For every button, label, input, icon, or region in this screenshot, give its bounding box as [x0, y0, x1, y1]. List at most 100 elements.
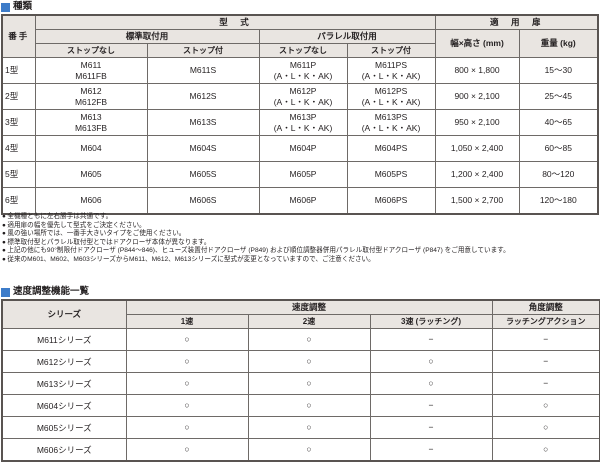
kind-cell-door-size: 1,500 × 2,700	[434, 187, 520, 215]
note-text: 標準取付型とパラレル取付型とではドアクローザ本体が異なります。	[7, 238, 211, 246]
model-code: M605P	[289, 169, 317, 180]
note-text: 風の強い場所では、一番手大きいタイプをご使用ください。	[7, 230, 186, 238]
model-code: M605PS	[374, 169, 408, 180]
kind-cell-door-weight: 60～85	[518, 135, 600, 162]
speed-cell-1: ○	[125, 372, 249, 395]
note-text: 従来のM601、M602、M603シリーズからM611、M612、M613シリー…	[7, 255, 375, 263]
kind-cell-standard-stop: M605S	[146, 161, 260, 188]
note-item: ● 適用扉の幅を優先して型式をご決定ください。	[2, 222, 598, 231]
kind-cell-standard-stop: M611S	[146, 57, 260, 84]
model-code-variant: M613FB	[74, 122, 108, 133]
table-row: 3型 M613 M613FB M613S M613P (A・L・K・AK) M613PS (A…	[1, 109, 600, 136]
kind-cell-standard-no-stop: M604	[34, 135, 148, 162]
model-code: M613PS	[374, 112, 408, 122]
note-item: ● 全機種ともに左右勝手は共通です。	[2, 213, 598, 222]
model-code: M612P	[289, 86, 317, 96]
kind-cell-no: 4型	[1, 135, 36, 162]
kind-cell-parallel-no-stop: M611P (A・L・K・AK)	[258, 57, 348, 84]
table-row: M605シリーズ ○ ○ − ○	[1, 416, 600, 439]
model-code-variant: (A・L・K・AK)	[273, 122, 333, 133]
bullet-icon: ●	[2, 255, 6, 263]
note-item: ● 従来のM601、M602、M603シリーズからM611、M612、M613シリ…	[2, 256, 598, 265]
kind-cell-standard-no-stop: M605	[34, 161, 148, 188]
kind-cell-parallel-no-stop: M613P (A・L・K・AK)	[258, 109, 348, 136]
kind-cell-door-weight: 15～30	[518, 57, 600, 84]
speed-cell-2: ○	[247, 416, 371, 439]
table-row: M604シリーズ ○ ○ − ○	[1, 394, 600, 417]
kind-cell-parallel-no-stop: M605P	[258, 161, 348, 188]
model-code: M611	[80, 60, 102, 70]
model-code: M611P	[289, 60, 317, 70]
speed-col-header-1: 1速	[125, 314, 249, 329]
speed-col-header-latching-action: ラッチングアクション	[491, 314, 600, 329]
kind-cell-parallel-stop: M604PS	[346, 135, 436, 162]
speed-cell-latching-action: ○	[491, 394, 600, 417]
model-code: M613P	[289, 112, 317, 122]
kind-cell-standard-stop: M606S	[146, 187, 260, 215]
kind-cell-door-weight: 40～65	[518, 109, 600, 136]
kind-col-header-standard: 標準取付用	[34, 29, 260, 44]
speed-cell-series: M612シリーズ	[1, 350, 127, 373]
kind-col-header-std-stop-none: ストップなし	[34, 43, 148, 58]
speed-header-row-top: シリーズ 速度調整 角度調整	[1, 299, 600, 329]
kind-table-body: 1型 M611 M611FB M611S M611P (A・L・K・AK) M611PS (A…	[1, 57, 600, 215]
speed-cell-1: ○	[125, 328, 249, 351]
blue-square-bullet-icon	[1, 2, 10, 12]
kind-cell-door-size: 900 × 2,100	[434, 83, 520, 110]
kind-cell-standard-stop: M613S	[146, 109, 260, 136]
speed-cell-3: −	[369, 416, 493, 439]
model-code: M606P	[289, 195, 317, 206]
model-code-variant: M611FB	[75, 70, 107, 81]
speed-cell-latching-action: ○	[491, 416, 600, 439]
kind-cell-standard-stop: M604S	[146, 135, 260, 162]
kind-cell-parallel-no-stop: M606P	[258, 187, 348, 215]
kind-cell-standard-no-stop: M612 M612FB	[34, 83, 148, 110]
speed-cell-latching-action: −	[491, 372, 600, 395]
model-code: M604	[80, 143, 102, 154]
model-code: M613	[80, 112, 102, 122]
kind-cell-no: 5型	[1, 161, 36, 188]
kind-cell-standard-no-stop: M613 M613FB	[34, 109, 148, 136]
note-text: 全機種ともに左右勝手は共通です。	[7, 213, 113, 220]
kind-col-header-size: 幅×高さ (mm)	[434, 29, 520, 58]
kind-col-header-model-group: 型 式	[34, 14, 436, 30]
speed-cell-3: −	[369, 438, 493, 462]
model-code: M611S	[189, 65, 217, 76]
kind-cell-standard-no-stop: M606	[34, 187, 148, 215]
speed-cell-3: −	[369, 328, 493, 351]
speed-cell-1: ○	[125, 394, 249, 417]
speed-cell-series: M604シリーズ	[1, 394, 127, 417]
kind-col-header-parallel: パラレル取付用	[258, 29, 436, 44]
speed-col-header-2: 2速	[247, 314, 371, 329]
model-code-variant: (A・L・K・AK)	[273, 70, 333, 81]
model-code: M606PS	[374, 195, 408, 206]
table-row: M613シリーズ ○ ○ ○ −	[1, 372, 600, 395]
bullet-icon: ●	[2, 238, 6, 246]
speed-cell-series: M613シリーズ	[1, 372, 127, 395]
table-row: M606シリーズ ○ ○ − ○	[1, 438, 600, 462]
speed-col-header-series: シリーズ	[1, 299, 127, 329]
kind-cell-parallel-stop: M612PS (A・L・K・AK)	[346, 83, 436, 110]
section-heading-speed: 速度調整機能一覧	[1, 286, 89, 298]
speed-table: シリーズ 速度調整 角度調整 1速 2速 3速 (ラッチング) ラッチングアクシ…	[1, 299, 600, 462]
speed-cell-2: ○	[247, 438, 371, 462]
kind-cell-no: 6型	[1, 187, 36, 215]
kind-header-row-top: 番手 型 式 適 用 扉	[1, 14, 600, 58]
kind-cell-parallel-stop: M613PS (A・L・K・AK)	[346, 109, 436, 136]
speed-cell-latching-action: −	[491, 328, 600, 351]
model-code: M604P	[289, 143, 317, 154]
speed-cell-series: M606シリーズ	[1, 438, 127, 462]
model-code: M613S	[189, 117, 217, 128]
model-code: M605S	[189, 169, 217, 180]
speed-cell-3: −	[369, 394, 493, 417]
speed-cell-series: M611シリーズ	[1, 328, 127, 351]
kind-cell-no: 3型	[1, 109, 36, 136]
model-code-variant: (A・L・K・AK)	[361, 70, 421, 81]
model-code: M612	[80, 86, 102, 96]
kind-cell-door-weight: 80～120	[518, 161, 600, 188]
model-code: M612S	[189, 91, 217, 102]
kind-cell-door-size: 800 × 1,800	[434, 57, 520, 84]
note-item: ● 風の強い場所では、一番手大きいタイプをご使用ください。	[2, 230, 598, 239]
kind-cell-parallel-no-stop: M604P	[258, 135, 348, 162]
model-code-variant: (A・L・K・AK)	[361, 96, 421, 107]
